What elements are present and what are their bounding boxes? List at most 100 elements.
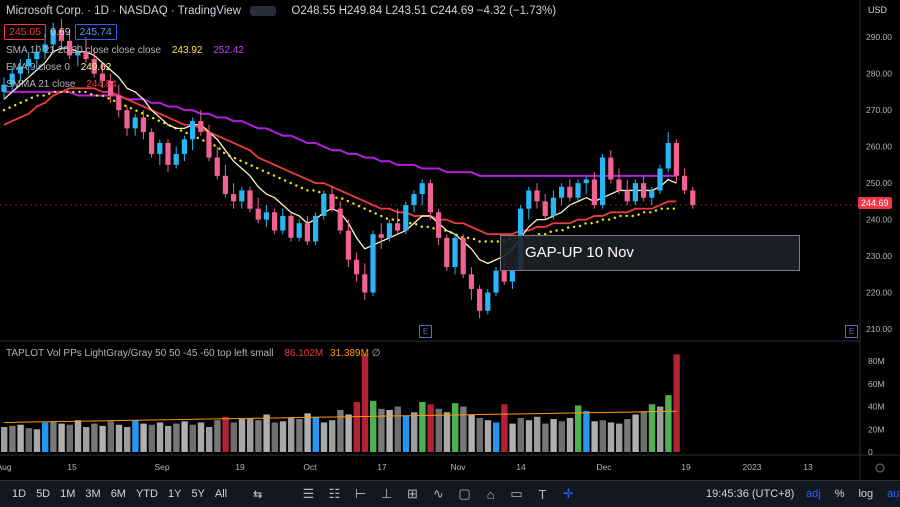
timeframe-5d[interactable]: 5D [36,488,51,500]
volume-bar [624,419,631,452]
timeframe-1m[interactable]: 1M [60,488,76,500]
candle-body [624,190,630,202]
candle-body [501,270,507,282]
candle-body [436,212,442,238]
candle-body [567,186,573,198]
date-range-icon[interactable]: ⇆ [253,488,263,501]
indicator-legend-ema[interactable]: EMA 9 close 0 249.62 [6,62,112,73]
volume-bar [288,417,295,452]
volume-bar [107,421,114,452]
log-toggle[interactable]: log [858,488,874,500]
earnings-icon[interactable]: E [419,325,432,338]
visibility-toggle-icon[interactable] [250,5,277,16]
x-tick-label: 15 [67,462,77,472]
volume-bar [468,414,475,452]
volume-bar [337,409,344,452]
candle-body [452,237,458,268]
scale-options: adj % log auto [806,488,900,500]
candle-body [493,270,499,293]
trend-icon[interactable]: ∿ [433,486,444,501]
candle-body [83,51,89,60]
volume-bar [66,424,73,452]
candle-body [419,183,425,195]
y-tick-label: 290.00 [866,32,892,42]
timeframe-ytd[interactable]: YTD [135,488,158,500]
candle-body [214,157,220,176]
candle-body [460,237,466,275]
volume-bar [312,416,319,452]
candle-body [468,274,474,289]
timeframe-5y[interactable]: 5Y [191,488,205,500]
earnings-icon[interactable]: E [845,325,858,338]
grid-icon[interactable]: ⊞ [407,486,418,501]
volume-bar [296,419,303,452]
pin-icon[interactable]: ⌂ [486,486,495,502]
candle-body [304,223,310,242]
indicator-legend-sma[interactable]: SMA 10 21 20 20 close close close 243.92… [6,45,244,56]
volume-bar [435,408,442,452]
candle-body [583,179,589,184]
x-tick-label: Sep [154,462,169,472]
percent-toggle[interactable]: % [834,488,845,500]
rectangle-icon[interactable]: ▢ [458,486,471,501]
buy-button[interactable]: 245.74 [74,24,117,40]
sma-purple-line [4,90,677,177]
sell-button[interactable]: 245.05 [4,24,47,40]
candle-body [116,95,122,111]
comment-icon[interactable]: ▭ [510,486,523,501]
volume-bar [566,417,574,452]
candle-body [386,223,392,238]
timeframe-6m[interactable]: 6M [110,488,126,500]
volume-bar [74,420,82,452]
y-tick-label: 250.00 [866,178,892,188]
h-line-icon[interactable]: ⊢ [354,486,367,501]
candle-body [149,132,155,154]
candle-body [288,215,294,238]
y-tick-label: 210.00 [866,324,892,334]
auto-toggle[interactable]: auto [887,488,900,500]
y-tick-label: 230.00 [866,251,892,261]
volume-bar [386,409,393,452]
crosshair-icon[interactable]: ✛ [563,486,574,501]
volume-bar [189,424,196,452]
text-icon[interactable]: T [538,486,547,502]
timeframe-all[interactable]: All [214,488,228,500]
current-price-label: 244.69 [858,197,892,209]
timeframe-3m[interactable]: 3M [85,488,101,500]
volume-bar [419,402,426,452]
volume-bar [304,413,311,452]
volume-bar [443,412,451,452]
horizontal-lines-icon[interactable]: ☰ [302,486,315,501]
volume-bar [558,421,565,452]
volume-bar [583,411,590,452]
candle-body [354,259,360,275]
timeframe-1d[interactable]: 1D [12,488,27,500]
candle-body [690,190,696,206]
volume-tick-label: 60M [868,379,885,389]
currency-label[interactable]: USD [868,5,888,15]
chart-header: Microsoft Corp. · 1D · NASDAQ · TradingV… [6,5,556,17]
y-tick-label: 260.00 [866,142,892,152]
measure-icon[interactable]: ⊥ [380,486,393,501]
symbol-title[interactable]: Microsoft Corp. · 1D · NASDAQ · TradingV… [6,5,241,17]
smma-red-line [3,87,677,236]
volume-bar [525,420,533,452]
volume-bar [320,422,328,452]
y-tick-label: 240.00 [866,215,892,225]
timeframe-1y[interactable]: 1Y [167,488,182,500]
volume-indicator-legend[interactable]: TAPLOT Vol PPs LightGray/Gray 50 50 -45 … [6,348,381,359]
volume-bar [230,422,237,452]
candle-body [526,190,532,209]
indicator-legend-smma[interactable]: SMMA 21 close 244.84 [6,79,117,90]
price-chart[interactable]: 290.00 280.00 270.00 260.00 250.00 240.00 230.… [0,0,900,480]
x-tick-label: 2023 [743,462,762,472]
candle-body [296,223,302,238]
clock[interactable]: 19:45:36 (UTC+8) [706,488,795,500]
candle-body [263,212,269,220]
volume-tick-label: 0 [868,447,873,457]
gap-up-annotation[interactable]: GAP-UP 10 Nov [500,235,800,271]
candle-body [321,194,327,216]
fib-lines-icon[interactable]: ☷ [328,486,341,501]
candle-body [362,274,368,293]
adj-toggle[interactable]: adj [806,488,821,500]
